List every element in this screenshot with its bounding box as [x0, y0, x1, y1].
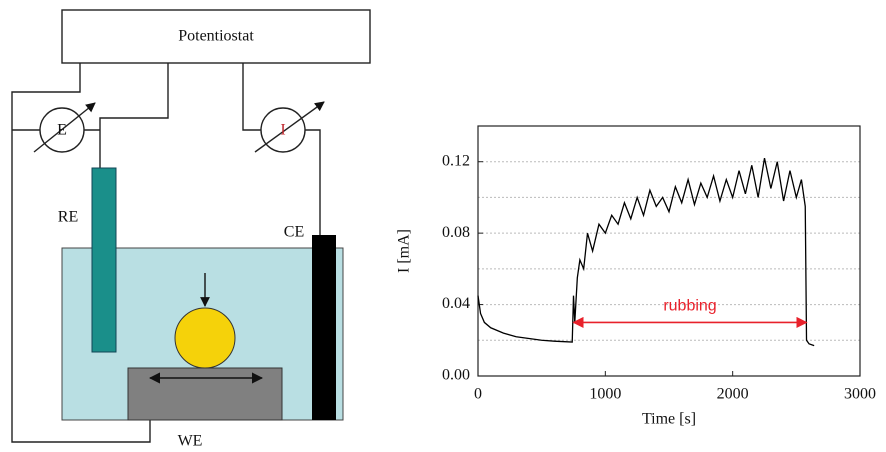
reference-electrode — [91, 167, 117, 353]
y-tick-label: 0.04 — [442, 295, 470, 312]
potentiostat-label: Potentiostat — [178, 28, 254, 45]
ammeter-arrow — [254, 101, 325, 153]
counter-electrode — [312, 235, 336, 420]
y-tick-label: 0.08 — [442, 224, 470, 241]
ammeter — [260, 107, 306, 153]
re-wire — [12, 63, 169, 168]
voltmeter-arrow — [33, 102, 96, 153]
setup-diagram: Potentiostat E I RE CE WE — [11, 9, 371, 450]
ball — [174, 307, 236, 369]
current-chart: 0.00 0.04 0.08 0.12 0 1000 2000 3000 Time [s] I [… — [396, 125, 876, 428]
re-label: RE — [58, 209, 78, 226]
ammeter-label: I — [280, 122, 285, 139]
ce-label: CE — [284, 224, 304, 241]
x-axis-title: Time [s] — [642, 411, 696, 428]
working-electrode — [127, 367, 283, 421]
voltmeter-label: E — [57, 122, 67, 139]
x-tick-label: 0 — [474, 386, 482, 403]
x-tick-label: 1000 — [589, 386, 621, 403]
we-wire — [11, 63, 151, 443]
x-tick-label: 2000 — [717, 386, 749, 403]
potentiostat-box — [61, 9, 371, 64]
x-tick-label: 3000 — [844, 386, 876, 403]
plot-frame — [477, 125, 861, 377]
y-tick-label: 0.12 — [442, 152, 470, 169]
y-axis-title: I [mA] — [396, 229, 413, 273]
y-tick-label: 0.00 — [442, 367, 470, 384]
annotation-label: rubbing — [663, 298, 716, 315]
ce-wire — [242, 63, 321, 235]
we-label: WE — [178, 433, 203, 450]
current-line — [477, 158, 815, 347]
